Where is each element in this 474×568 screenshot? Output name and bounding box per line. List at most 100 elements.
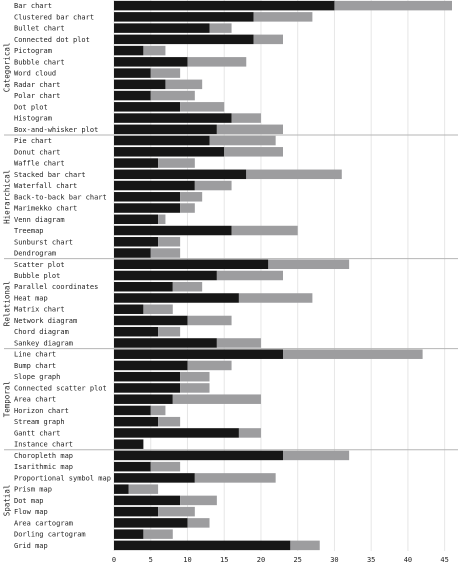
- bar-dark: [114, 540, 291, 551]
- bar-light: [216, 338, 261, 348]
- row-label: Marimekko chart: [14, 205, 77, 213]
- row-label: Clustered bar chart: [14, 13, 94, 21]
- bar-dark: [114, 506, 159, 517]
- bar-light: [150, 405, 166, 416]
- bar-dark: [114, 79, 166, 90]
- bar-dark: [114, 315, 188, 326]
- bar-light: [246, 169, 342, 180]
- row-label: Area chart: [14, 396, 56, 404]
- row-label: Prism map: [14, 486, 52, 494]
- row-label: Isarithmic map: [14, 463, 73, 471]
- bar-dark: [114, 259, 269, 270]
- bar-dark: [114, 135, 210, 146]
- bar-dark: [114, 473, 195, 483]
- bar-light: [143, 529, 173, 539]
- row-label: Network diagram: [14, 317, 77, 325]
- row-label: Pictogram: [14, 47, 52, 55]
- row-label: Parallel coordinates: [14, 283, 98, 291]
- x-tick-label: 45: [440, 556, 448, 564]
- bar-light: [180, 371, 210, 382]
- row-label: Word cloud: [14, 70, 56, 78]
- bar-light: [253, 12, 313, 22]
- bar-dark: [114, 360, 188, 371]
- bar-light: [334, 0, 452, 11]
- bar-light: [180, 102, 225, 112]
- bar-dark: [114, 158, 159, 168]
- bar-dark: [114, 45, 144, 56]
- row-label: Slope graph: [14, 373, 60, 381]
- x-tick-label: 10: [183, 556, 191, 564]
- row-label: Bubble chart: [14, 58, 65, 66]
- bar-light: [150, 90, 195, 101]
- bar-dark: [114, 90, 151, 101]
- bar-dark: [114, 416, 159, 427]
- row-label: Pie chart: [14, 137, 52, 145]
- bar-dark: [114, 23, 210, 33]
- row-label: Histogram: [14, 115, 52, 123]
- bar-light: [231, 113, 261, 123]
- bar-light: [187, 57, 247, 67]
- row-label: Instance chart: [14, 441, 73, 449]
- row-label: Bullet chart: [14, 25, 65, 33]
- row-label: Back-to-back bar chart: [14, 193, 107, 201]
- bar-light: [224, 147, 283, 157]
- bar-dark: [114, 304, 144, 314]
- row-label: Dorling cartogram: [14, 531, 86, 539]
- row-label: Waterfall chart: [14, 182, 77, 190]
- bar-dark: [114, 270, 217, 281]
- group-label: Relational: [3, 281, 12, 326]
- row-label: Stream graph: [14, 418, 65, 426]
- bar-light: [283, 349, 423, 359]
- bar-dark: [114, 237, 159, 247]
- bar-dark: [114, 428, 239, 438]
- bar-light: [172, 281, 203, 292]
- bar-dark: [114, 394, 173, 404]
- bar-light: [194, 473, 276, 483]
- x-tick-label: 20: [257, 556, 265, 564]
- row-label: Treemap: [14, 227, 44, 235]
- bar-light: [180, 495, 217, 506]
- row-label: Area cartogram: [14, 519, 73, 527]
- bar-dark: [114, 57, 188, 67]
- row-label: Matrix chart: [14, 306, 65, 314]
- bar-light: [128, 484, 159, 494]
- row-label: Sunburst chart: [14, 238, 73, 246]
- row-label: Flow map: [14, 508, 48, 516]
- bar-light: [158, 416, 181, 427]
- bar-dark: [114, 461, 151, 472]
- group-label: Hierarchical: [3, 170, 12, 224]
- x-tick-label: 30: [330, 556, 338, 564]
- bar-dark: [114, 203, 181, 213]
- bar-dark: [114, 169, 247, 180]
- row-label: Waffle chart: [14, 160, 65, 168]
- bar-light: [180, 192, 203, 202]
- row-label: Scatter plot: [14, 261, 65, 269]
- bar-dark: [114, 214, 159, 225]
- bar-light: [158, 214, 166, 225]
- bar-dark: [114, 281, 173, 292]
- row-label: Gantt chart: [14, 429, 60, 437]
- row-label: Connected dot plot: [14, 36, 90, 44]
- bar-dark: [114, 495, 181, 506]
- x-tick-label: 40: [404, 556, 412, 564]
- bar-dark: [114, 349, 283, 359]
- bar-dark: [114, 529, 144, 539]
- bar-dark: [114, 113, 232, 123]
- bar-light: [268, 259, 350, 270]
- bar-light: [180, 203, 195, 213]
- row-label: Dot map: [14, 497, 44, 505]
- bar-light: [194, 180, 232, 191]
- row-label: Choropleth map: [14, 452, 73, 460]
- bar-light: [158, 237, 181, 247]
- row-label: Horizon chart: [14, 407, 69, 415]
- bar-light: [158, 326, 181, 337]
- bar-light: [238, 428, 261, 438]
- bar-light: [283, 450, 350, 461]
- row-label: Proportional symbol map: [14, 474, 111, 482]
- bar-dark: [114, 338, 217, 348]
- row-label: Polar chart: [14, 92, 60, 100]
- bar-light: [238, 293, 313, 303]
- row-label: Radar chart: [14, 81, 60, 89]
- bar-dark: [114, 68, 151, 78]
- bar-light: [231, 225, 298, 236]
